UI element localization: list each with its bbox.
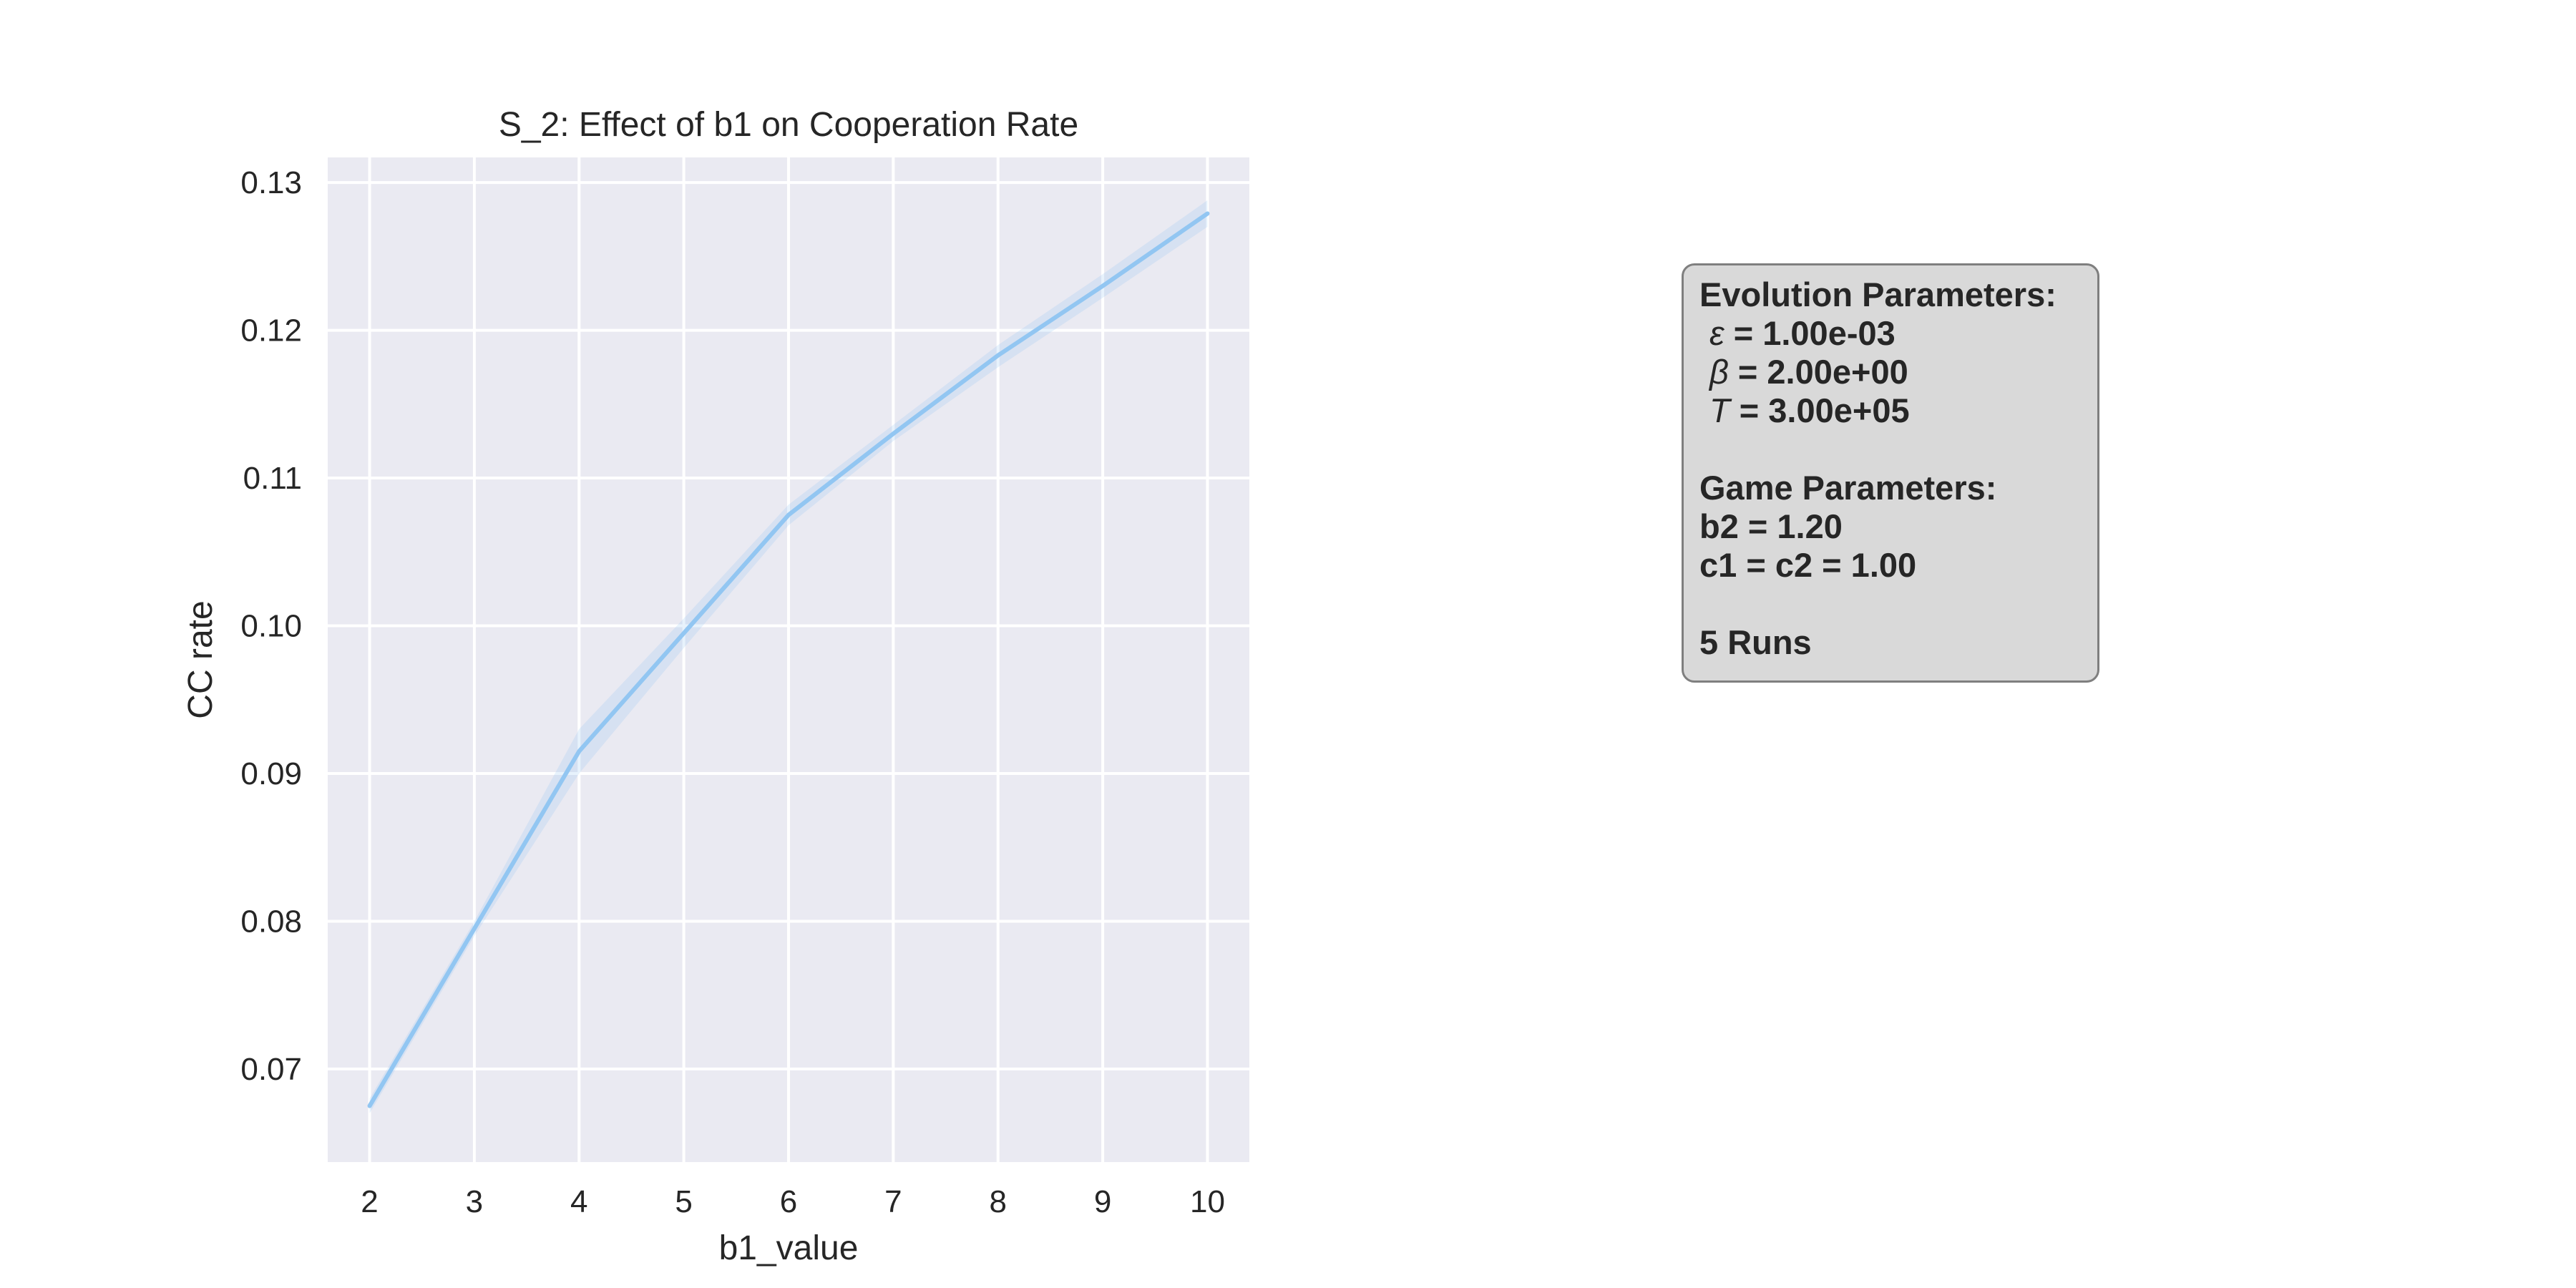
x-axis-label: b1_value	[719, 1229, 859, 1267]
epsilon-line: ε = 1.00e-03	[1699, 314, 2082, 353]
game-parameters-header: Game Parameters:	[1699, 469, 1997, 507]
y-tick-label: 0.12	[240, 313, 302, 348]
y-tick-label: 0.10	[240, 609, 302, 644]
y-axis-label: CC rate	[182, 600, 220, 718]
series-line-layer	[367, 211, 1210, 1108]
T-value: = 3.00e+05	[1729, 391, 1910, 429]
parameter-annotation-box: Evolution Parameters: ε = 1.00e-03 β = 2.0…	[1682, 263, 2099, 683]
beta-value: = 2.00e+00	[1728, 353, 1908, 391]
tick-label-layer: 2 3 4 5 6 7 8 9 10 0.07 0.08 0.09 0.10 0.11 0.12 0.13	[240, 165, 1225, 1219]
x-tick-label: 10	[1190, 1184, 1225, 1219]
x-tick-label: 8	[989, 1184, 1006, 1219]
y-tick-label: 0.07	[240, 1052, 302, 1087]
x-tick-label: 2	[361, 1184, 378, 1219]
c-line: c1 = c2 = 1.00	[1699, 546, 1917, 584]
b2-line: b2 = 1.20	[1699, 507, 1843, 545]
x-tick-label: 7	[884, 1184, 902, 1219]
y-tick-label: 0.13	[240, 165, 302, 200]
grid-layer	[328, 157, 1249, 1162]
spacer	[1699, 585, 2082, 623]
x-tick-label: 4	[570, 1184, 587, 1219]
runs-line: 5 Runs	[1699, 623, 1812, 661]
chart-title: S_2: Effect of b1 on Cooperation Rate	[499, 106, 1078, 144]
beta-symbol: β	[1709, 353, 1729, 391]
T-symbol: T	[1709, 391, 1730, 429]
x-tick-label: 5	[675, 1184, 692, 1219]
spacer	[1699, 430, 2082, 469]
beta-line: β = 2.00e+00	[1699, 353, 2082, 391]
y-tick-label: 0.08	[240, 904, 302, 939]
y-tick-label: 0.09	[240, 756, 302, 791]
y-tick-label: 0.11	[243, 461, 302, 496]
T-line: T = 3.00e+05	[1699, 391, 2082, 430]
evolution-parameters-header: Evolution Parameters:	[1699, 275, 2057, 313]
data-point	[578, 751, 580, 752]
data-point	[997, 355, 999, 356]
x-tick-label: 9	[1094, 1184, 1111, 1219]
x-tick-label: 3	[466, 1184, 483, 1219]
x-tick-label: 6	[780, 1184, 797, 1219]
data-point	[1206, 213, 1208, 214]
epsilon-value: = 1.00e-03	[1724, 314, 1896, 352]
epsilon-symbol: ε	[1709, 314, 1724, 352]
